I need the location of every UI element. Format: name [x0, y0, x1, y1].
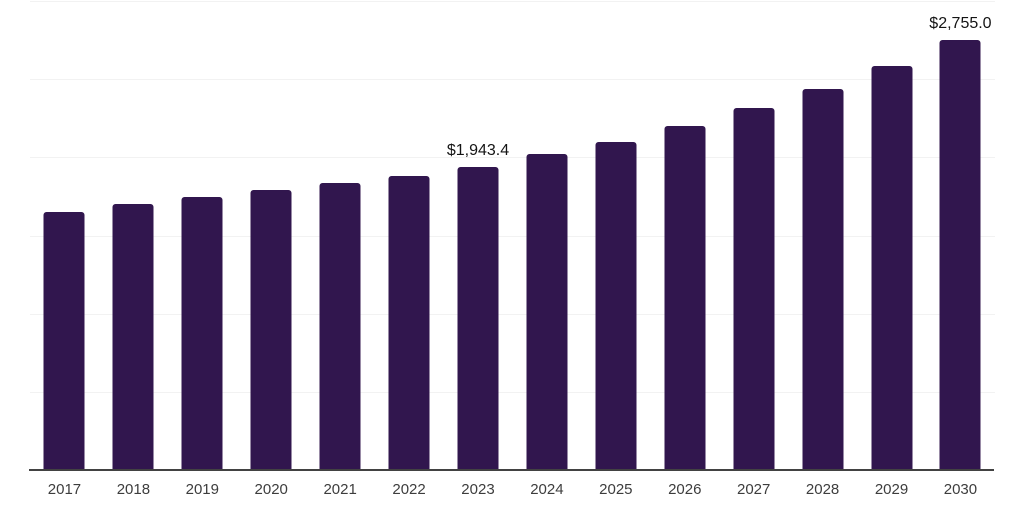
gridline-2000 — [30, 157, 995, 159]
x-tick-label-2021: 2021 — [323, 481, 357, 498]
bar-2026 — [664, 126, 706, 471]
x-tick-label-2026: 2026 — [668, 481, 702, 498]
bar-2029 — [871, 66, 913, 471]
bar-2021 — [319, 183, 361, 471]
x-tick-label-2022: 2022 — [392, 481, 426, 498]
bar-band-2023: $1,943.4 — [444, 0, 513, 471]
bar-2030 — [939, 40, 981, 471]
bar-2024 — [526, 154, 568, 471]
x-tick-label-2019: 2019 — [185, 481, 219, 498]
bar-2027 — [733, 108, 775, 471]
gridline-2500 — [30, 79, 995, 81]
bar-band-2018 — [99, 0, 168, 471]
bar-band-2027 — [719, 0, 788, 471]
x-tick-label-2029: 2029 — [874, 481, 909, 498]
bar-band-2022 — [375, 0, 444, 471]
bar-2020 — [250, 190, 292, 471]
x-axis-labels: 2017 2018 2019 2020 2021 2022 2023 2024 2025 2026… — [30, 481, 995, 498]
bar-band-2020 — [237, 0, 306, 471]
bars-row: $1,943.4 $2,755.0 — [30, 0, 995, 471]
bar-band-2025 — [581, 0, 650, 471]
bar-band-2021 — [306, 0, 375, 471]
gridline-1000 — [30, 313, 995, 315]
bar-2028 — [802, 88, 844, 471]
bar-2025 — [595, 141, 637, 471]
x-axis-line — [29, 469, 994, 471]
x-tick-label-2018: 2018 — [116, 481, 151, 498]
bar-band-2026 — [650, 0, 719, 471]
bar-band-2029 — [857, 0, 926, 471]
x-tick-label-2030: 2030 — [943, 481, 978, 498]
gridline-500 — [30, 391, 995, 393]
x-tick-label-2023: 2023 — [461, 481, 495, 498]
bar-band-2030: $2,755.0 — [926, 0, 995, 471]
bar-band-2024 — [512, 0, 581, 471]
x-tick-label-2027: 2027 — [736, 481, 771, 498]
bar-2023 — [457, 167, 499, 471]
bar-band-2017 — [30, 0, 99, 471]
gridline-1500 — [30, 235, 995, 237]
data-label-2023: $1,943.4 — [446, 142, 510, 160]
x-tick-label-2028: 2028 — [805, 481, 840, 498]
x-tick-label-2024: 2024 — [530, 481, 564, 498]
bar-2019 — [181, 196, 223, 471]
bar-band-2028 — [788, 0, 857, 471]
x-tick-label-2017: 2017 — [47, 481, 82, 498]
bar-2018 — [112, 203, 154, 471]
bar-band-2019 — [168, 0, 237, 471]
bar-2017 — [43, 211, 85, 471]
x-tick-label-2025: 2025 — [599, 481, 633, 498]
plot-area: $1,943.4 $2,755.0 — [29, 0, 995, 471]
gridline-3000 — [30, 1, 995, 2]
x-tick-label-2020: 2020 — [254, 481, 288, 498]
bar-2022 — [388, 175, 430, 471]
data-label-2030: $2,755.0 — [929, 15, 992, 33]
